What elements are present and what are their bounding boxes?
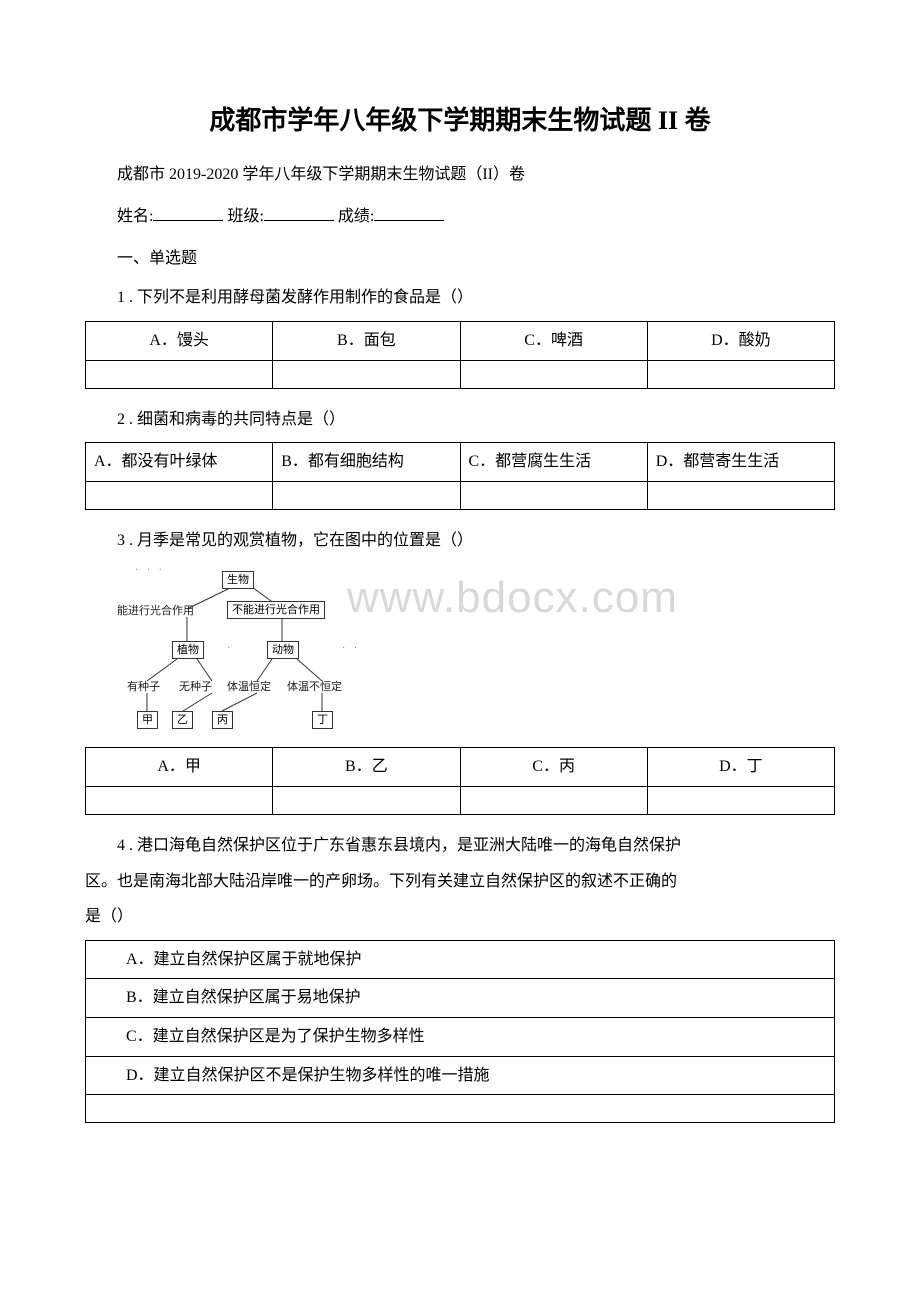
- q3-diagram: www.bdocx.com · · · · · · 生物 能进行光合作用 不能进…: [117, 563, 835, 733]
- diagram-yi: 乙: [172, 711, 193, 729]
- empty-cell: [273, 481, 460, 509]
- q4-stem-line2: 区。也是南海北部大陆沿岸唯一的产卵场。下列有关建立自然保护区的叙述不正确的: [85, 869, 835, 895]
- q3-stem: 3 . 月季是常见的观赏植物，它在图中的位置是（）: [85, 528, 835, 554]
- decorative-dots: · ·: [342, 641, 360, 657]
- diagram-branch-left: 能进行光合作用: [117, 603, 194, 621]
- diagram-temp-const: 体温恒定: [227, 679, 271, 697]
- empty-cell: [273, 360, 460, 388]
- q1-option-d[interactable]: D．酸奶: [647, 321, 834, 360]
- q4-option-a[interactable]: A．建立自然保护区属于就地保护: [86, 940, 835, 979]
- table-row: A．都没有叶绿体 B．都有细胞结构 C．都营腐生生活 D．都营寄生生活: [86, 443, 835, 482]
- diagram-ding: 丁: [312, 711, 333, 729]
- q3-option-d[interactable]: D．丁: [647, 748, 834, 787]
- empty-cell: [86, 1095, 835, 1123]
- score-blank[interactable]: [374, 203, 444, 221]
- class-label: 班级:: [227, 208, 263, 225]
- subtitle: 成都市 2019-2020 学年八年级下学期期末生物试题（II）卷: [85, 162, 835, 188]
- diagram-temp-var: 体温不恒定: [287, 679, 342, 697]
- empty-cell: [86, 360, 273, 388]
- q2-options-table: A．都没有叶绿体 B．都有细胞结构 C．都营腐生生活 D．都营寄生生活: [85, 442, 835, 510]
- q2-option-d[interactable]: D．都营寄生生活: [647, 443, 834, 482]
- q3-option-a[interactable]: A．甲: [86, 748, 273, 787]
- decorative-dots: · · ·: [135, 563, 165, 579]
- q4-stem-line1: 4 . 港口海龟自然保护区位于广东省惠东县境内，是亚洲大陆唯一的海龟自然保护: [85, 833, 835, 859]
- table-row: [86, 786, 835, 814]
- q1-option-b[interactable]: B．面包: [273, 321, 460, 360]
- q1-option-c[interactable]: C．啤酒: [460, 321, 647, 360]
- q3-option-b[interactable]: B．乙: [273, 748, 460, 787]
- q2-option-b[interactable]: B．都有细胞结构: [273, 443, 460, 482]
- score-label: 成绩:: [338, 208, 374, 225]
- diagram-plant: 植物: [172, 641, 204, 659]
- name-label: 姓名:: [117, 208, 153, 225]
- table-row: A．甲 B．乙 C．丙 D．丁: [86, 748, 835, 787]
- class-blank[interactable]: [264, 203, 334, 221]
- empty-cell: [460, 481, 647, 509]
- empty-cell: [460, 786, 647, 814]
- table-row: D．建立自然保护区不是保护生物多样性的唯一措施: [86, 1056, 835, 1095]
- q3-options-table: A．甲 B．乙 C．丙 D．丁: [85, 747, 835, 815]
- diagram-jia: 甲: [137, 711, 158, 729]
- q1-stem: 1 . 下列不是利用酵母菌发酵作用制作的食品是（）: [85, 285, 835, 311]
- empty-cell: [273, 786, 460, 814]
- q1-options-table: A．馒头 B．面包 C．啤酒 D．酸奶: [85, 321, 835, 389]
- q4-options-table: A．建立自然保护区属于就地保护 B．建立自然保护区属于易地保护 C．建立自然保护…: [85, 940, 835, 1123]
- table-row: C．建立自然保护区是为了保护生物多样性: [86, 1017, 835, 1056]
- q4-option-b[interactable]: B．建立自然保护区属于易地保护: [86, 979, 835, 1018]
- diagram-bing: 丙: [212, 711, 233, 729]
- name-blank[interactable]: [153, 203, 223, 221]
- diagram-seed-no: 无种子: [179, 679, 212, 697]
- table-row: B．建立自然保护区属于易地保护: [86, 979, 835, 1018]
- q4-stem-line3: 是（）: [85, 904, 835, 930]
- q2-option-c[interactable]: C．都营腐生生活: [460, 443, 647, 482]
- empty-cell: [647, 360, 834, 388]
- table-row: [86, 481, 835, 509]
- q2-option-a[interactable]: A．都没有叶绿体: [86, 443, 273, 482]
- empty-cell: [647, 481, 834, 509]
- page-title: 成都市学年八年级下学期期末生物试题 II 卷: [85, 100, 835, 142]
- empty-cell: [460, 360, 647, 388]
- q4-option-d[interactable]: D．建立自然保护区不是保护生物多样性的唯一措施: [86, 1056, 835, 1095]
- decorative-dots: ·: [227, 641, 233, 657]
- empty-cell: [86, 786, 273, 814]
- table-row: A．馒头 B．面包 C．啤酒 D．酸奶: [86, 321, 835, 360]
- q2-stem: 2 . 细菌和病毒的共同特点是（）: [85, 407, 835, 433]
- section-heading: 一、单选题: [85, 246, 835, 272]
- empty-cell: [647, 786, 834, 814]
- student-info-line: 姓名: 班级: 成绩:: [85, 203, 835, 230]
- diagram-animal: 动物: [267, 641, 299, 659]
- diagram-root: 生物: [222, 571, 254, 589]
- table-row: A．建立自然保护区属于就地保护: [86, 940, 835, 979]
- table-row: [86, 1095, 835, 1123]
- q3-option-c[interactable]: C．丙: [460, 748, 647, 787]
- diagram-seed-yes: 有种子: [127, 679, 160, 697]
- q1-option-a[interactable]: A．馒头: [86, 321, 273, 360]
- diagram-branch-right: 不能进行光合作用: [227, 601, 325, 619]
- table-row: [86, 360, 835, 388]
- q4-option-c[interactable]: C．建立自然保护区是为了保护生物多样性: [86, 1017, 835, 1056]
- empty-cell: [86, 481, 273, 509]
